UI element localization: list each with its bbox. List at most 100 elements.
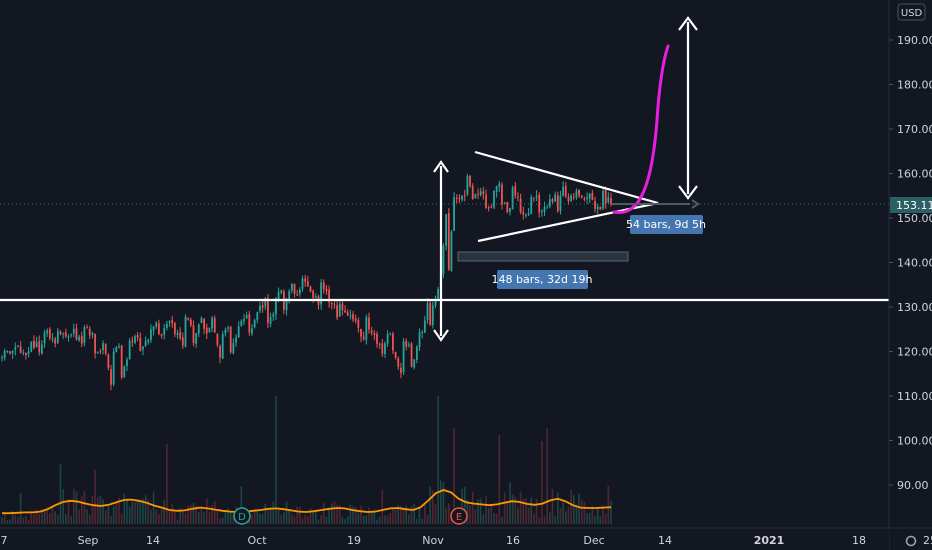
candle-body xyxy=(346,312,349,316)
volume-bar xyxy=(184,513,187,524)
candle-body xyxy=(604,189,607,204)
volume-bar xyxy=(259,513,261,524)
volume-bar xyxy=(197,512,200,524)
volume-bar xyxy=(389,512,392,524)
candle-body xyxy=(490,206,493,208)
candle-body xyxy=(567,197,570,202)
volume-bar xyxy=(43,509,46,524)
volume-bar xyxy=(570,489,572,524)
candle-body xyxy=(519,198,522,213)
volume-bar xyxy=(166,444,168,524)
volume-bar xyxy=(410,505,413,524)
volume-bar xyxy=(426,515,429,524)
volume-bar xyxy=(503,492,506,524)
candle-body xyxy=(123,366,126,377)
volume-bar xyxy=(205,498,208,524)
volume-bar xyxy=(285,501,288,524)
volume-bar xyxy=(346,516,349,524)
candle-body xyxy=(341,303,344,311)
candle-body xyxy=(469,175,471,187)
volume-bar xyxy=(554,516,556,524)
candle-body xyxy=(392,333,394,351)
candle-body xyxy=(197,324,200,334)
volume-bar xyxy=(522,498,525,524)
volume-bar xyxy=(341,516,344,524)
time-axis-background[interactable] xyxy=(0,528,889,550)
candle-body xyxy=(251,328,253,334)
volume-bar xyxy=(546,428,548,524)
volume-bar xyxy=(70,516,72,524)
volume-bar xyxy=(27,519,30,524)
candle-body xyxy=(168,321,171,323)
volume-bar xyxy=(171,504,174,524)
volume-bar xyxy=(572,494,575,524)
candle-body xyxy=(445,214,448,246)
candle-body xyxy=(229,326,232,353)
candle-body xyxy=(173,322,176,334)
volume-bar xyxy=(269,508,272,524)
volume-bar xyxy=(120,513,123,524)
candle-body xyxy=(181,337,184,346)
candle-body xyxy=(126,359,128,366)
event-marker-earnings[interactable]: E xyxy=(450,507,468,525)
candle-body xyxy=(46,330,49,334)
candle-body xyxy=(506,201,509,213)
volume-bar xyxy=(221,517,224,524)
measure-label-148-text: 148 bars, 32d 19h xyxy=(492,273,593,286)
candle-body xyxy=(434,300,437,306)
candle-body xyxy=(415,346,418,360)
volume-bar xyxy=(567,506,570,524)
candle-body xyxy=(322,282,325,290)
price-axis-background[interactable] xyxy=(889,0,932,550)
pattern-height-arrow[interactable] xyxy=(433,160,449,342)
volume-bar xyxy=(203,512,205,524)
candle-body xyxy=(487,207,490,209)
time-tick-label: Sep xyxy=(78,534,99,547)
projected-breakout-curve[interactable] xyxy=(612,44,670,214)
volume-bar xyxy=(11,511,14,524)
candle-body xyxy=(338,303,341,317)
candle-body xyxy=(171,320,174,324)
currency-badge[interactable]: USD xyxy=(897,3,926,21)
volume-bar xyxy=(506,500,509,524)
volume-bar xyxy=(307,516,309,524)
volume-bar xyxy=(349,504,352,524)
candle-body xyxy=(213,318,216,333)
candle-body xyxy=(235,337,237,343)
candle-body xyxy=(413,359,416,368)
candle-body xyxy=(280,290,283,293)
candle-body xyxy=(120,345,123,378)
candle-body xyxy=(394,351,397,358)
volume-bar xyxy=(511,494,514,524)
volume-bar xyxy=(182,510,184,524)
volume-bar xyxy=(447,503,450,524)
volume-bar xyxy=(543,516,546,524)
candle-body xyxy=(110,369,112,385)
candle-body xyxy=(301,278,304,289)
volume-bar xyxy=(293,516,296,524)
date-range-measure-54[interactable]: 54 bars, 9d 5h xyxy=(612,199,706,234)
triangle-upper-trendline[interactable] xyxy=(474,150,659,205)
volume-bar xyxy=(251,514,253,524)
candle-body xyxy=(477,193,479,195)
volume-bar xyxy=(368,507,370,524)
candle-body xyxy=(163,328,166,335)
settings-gear-icon[interactable] xyxy=(905,535,917,547)
volume-bar xyxy=(110,515,112,524)
volume-bar xyxy=(461,488,463,524)
candle-body xyxy=(543,207,546,212)
date-range-measure-148[interactable]: 148 bars, 32d 19h xyxy=(457,251,629,289)
candle-body xyxy=(104,344,107,354)
chart-settings[interactable] xyxy=(905,535,917,547)
candle-body xyxy=(493,190,495,208)
volume-bar xyxy=(376,519,378,524)
volume-bar xyxy=(256,509,259,524)
volume-bar xyxy=(54,511,56,524)
event-marker-e-text: E xyxy=(456,512,462,523)
event-marker-dividend[interactable]: D xyxy=(233,507,251,525)
price-tick-label: 120.00 xyxy=(897,346,932,359)
candle-body xyxy=(27,351,30,355)
time-tick-label: 7 xyxy=(1,534,8,547)
target-projection-arrow[interactable] xyxy=(678,16,698,200)
